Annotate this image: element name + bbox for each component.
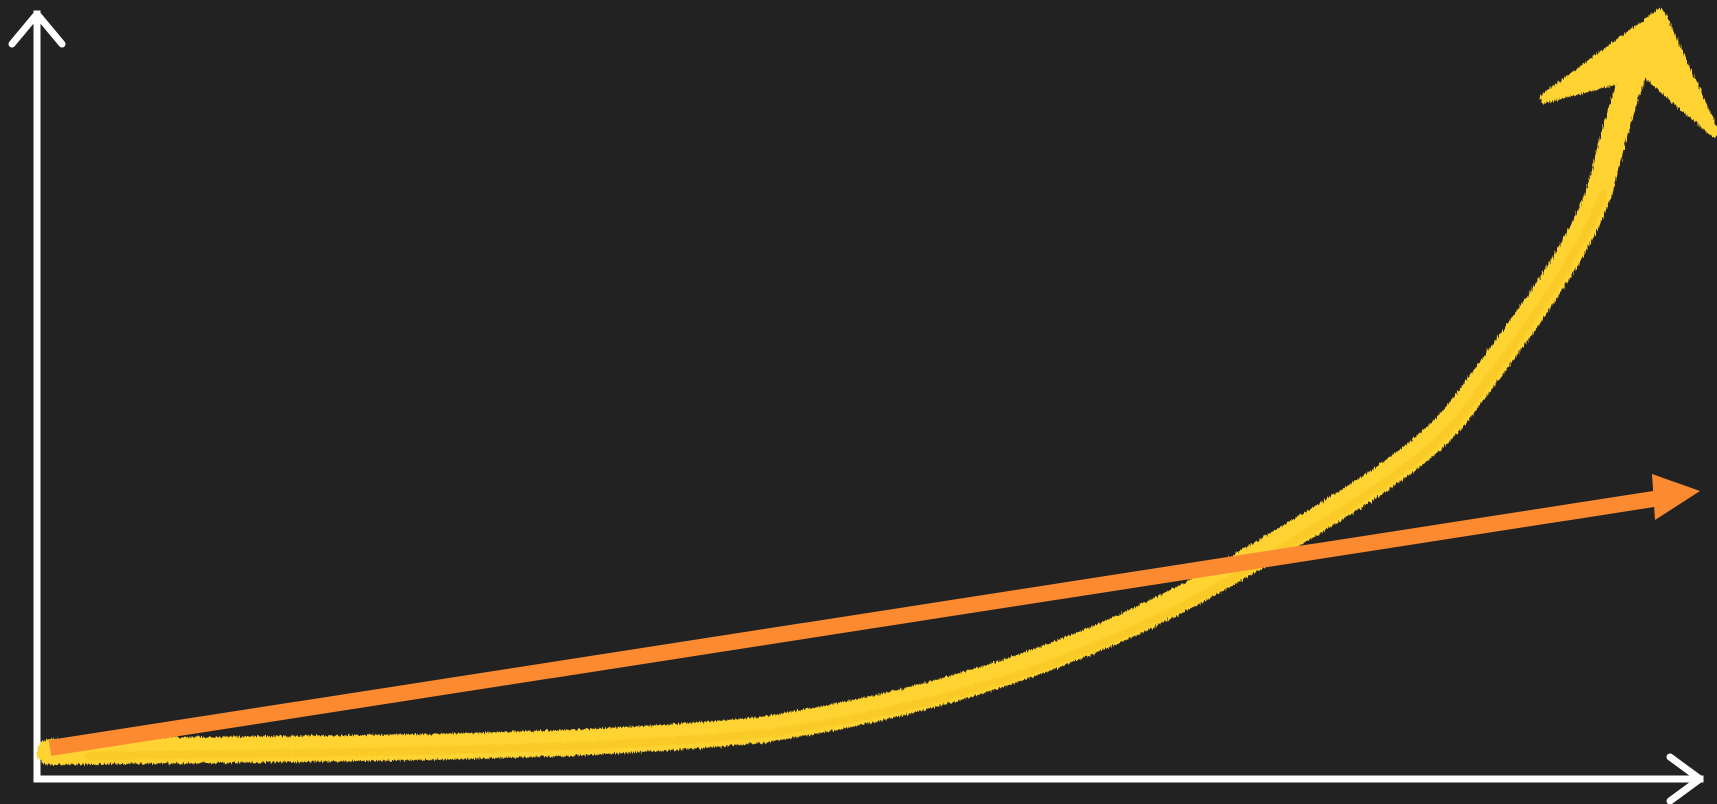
linear-curve [48, 474, 1700, 756]
linear-curve-arrowhead [1652, 474, 1700, 520]
exponential-curve [37, 9, 1717, 765]
exponential-curve-texture [86, 190, 1607, 760]
exponential-curve-line [37, 47, 1651, 765]
axes [8, 10, 1704, 804]
exponential-curve-arrowhead [1540, 9, 1717, 137]
x-axis-arrowhead [1666, 753, 1704, 804]
y-axis-arrowhead [8, 10, 66, 48]
linear-curve-line [48, 490, 1662, 756]
